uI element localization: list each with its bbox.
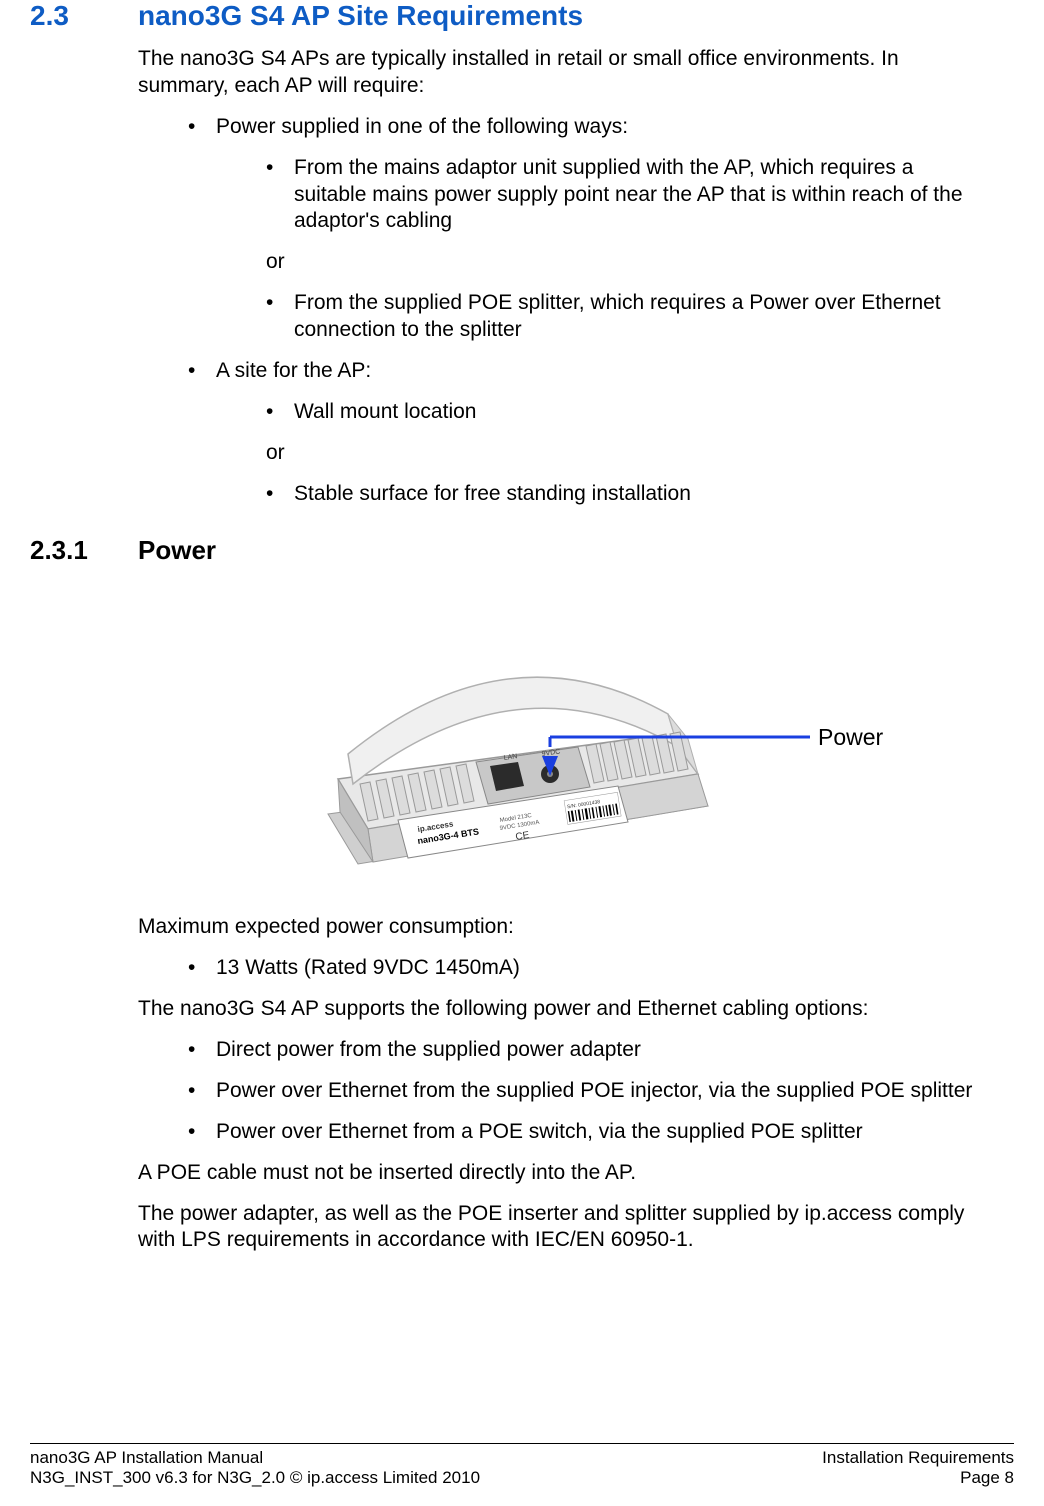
section-number: 2.3 (30, 0, 138, 32)
list-item: From the supplied POE splitter, which re… (266, 290, 976, 344)
subsection-number: 2.3.1 (30, 535, 138, 566)
footer-doc-title: nano3G AP Installation Manual (30, 1448, 263, 1468)
page-footer: nano3G AP Installation Manual Installati… (30, 1443, 1014, 1488)
svg-text:CE: CE (515, 830, 531, 843)
list-item: Power over Ethernet from the supplied PO… (188, 1078, 976, 1105)
paragraph: Maximum expected power consumption: (138, 914, 976, 941)
footer-doc-id: N3G_INST_300 v6.3 for N3G_2.0 © ip.acces… (30, 1468, 480, 1488)
or-separator: or (266, 440, 976, 467)
device-illustration: LAN 9VDC ip.access nano3G-4 BTS Model 21… (318, 584, 718, 884)
intro-paragraph: The nano3G S4 APs are typically installe… (138, 46, 976, 100)
or-separator: or (266, 249, 976, 276)
list-item: 13 Watts (Rated 9VDC 1450mA) (188, 955, 976, 982)
paragraph: A POE cable must not be inserted directl… (138, 1160, 976, 1187)
bullet-text: Power supplied in one of the following w… (216, 115, 628, 138)
footer-section-name: Installation Requirements (822, 1448, 1014, 1468)
section-heading: 2.3 nano3G S4 AP Site Requirements (30, 0, 976, 32)
paragraph: The power adapter, as well as the POE in… (138, 1201, 976, 1255)
subsection-title: Power (138, 535, 216, 566)
list-item: Wall mount location (266, 399, 976, 426)
list-item: Power over Ethernet from a POE switch, v… (188, 1119, 976, 1146)
bullet-text: A site for the AP: (216, 359, 371, 382)
list-item: Power supplied in one of the following w… (188, 114, 976, 344)
list-item: From the mains adaptor unit supplied wit… (266, 155, 976, 236)
figure-callout-label: Power (818, 724, 883, 751)
subsection-heading: 2.3.1 Power (30, 535, 976, 566)
list-item: Direct power from the supplied power ada… (188, 1037, 976, 1064)
list-item: Stable surface for free standing install… (266, 481, 976, 508)
section-title: nano3G S4 AP Site Requirements (138, 0, 583, 32)
footer-page-number: Page 8 (960, 1468, 1014, 1488)
device-figure: LAN 9VDC ip.access nano3G-4 BTS Model 21… (138, 584, 976, 894)
paragraph: The nano3G S4 AP supports the following … (138, 996, 976, 1023)
list-item: A site for the AP: Wall mount location o… (188, 358, 976, 508)
